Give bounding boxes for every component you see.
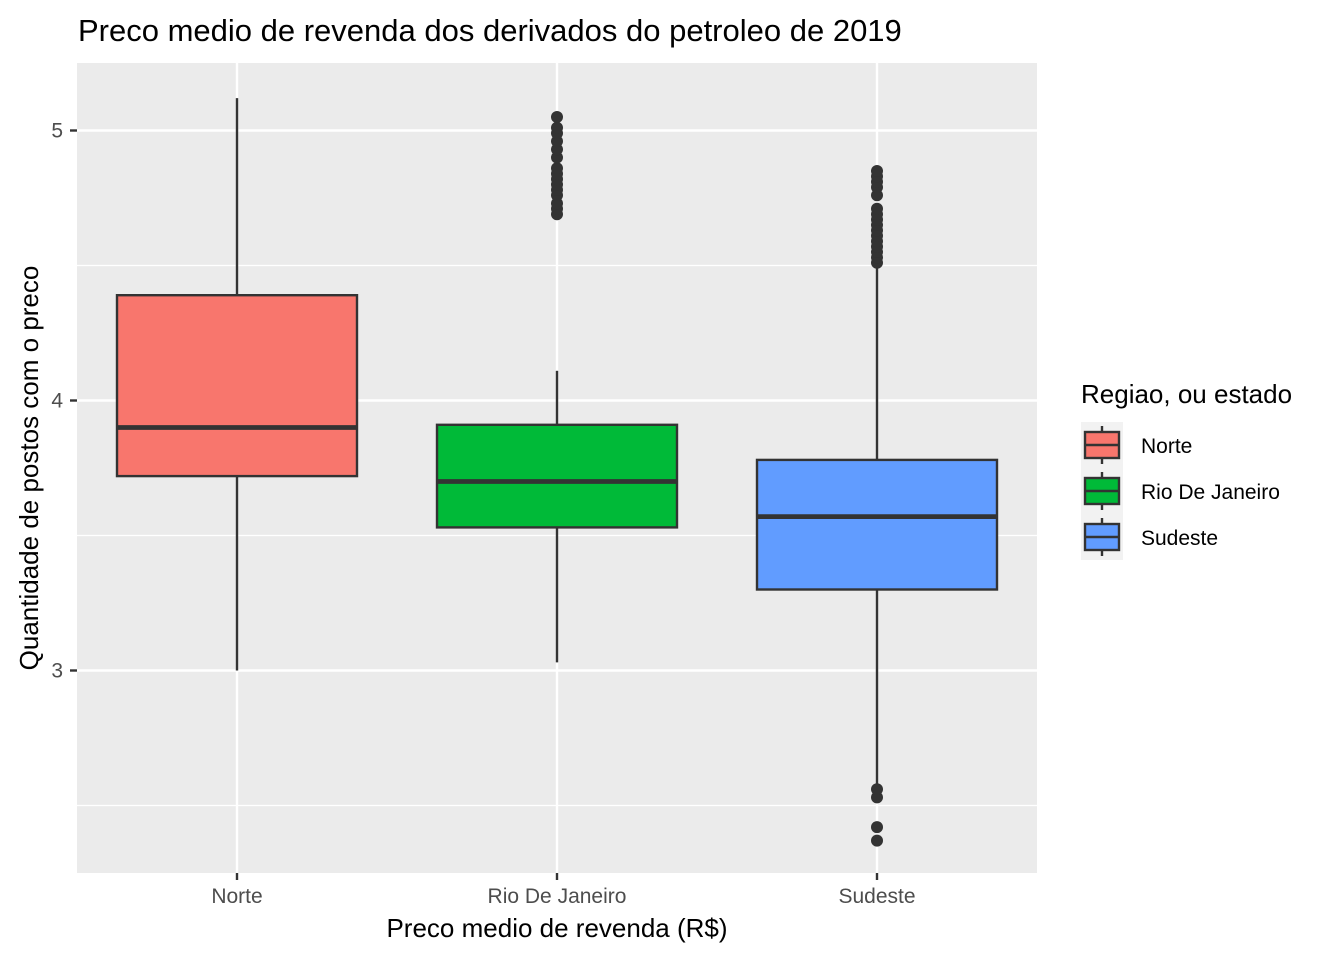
legend-label: Sudeste	[1141, 527, 1218, 550]
x-tick-label: Rio De Janeiro	[488, 885, 627, 908]
box-norte	[115, 98, 359, 671]
box-sudeste	[755, 165, 999, 847]
x-tick-label: Sudeste	[838, 885, 915, 908]
chart-title: Preco medio de revenda dos derivados do …	[78, 13, 902, 48]
outlier-point	[871, 165, 883, 177]
box-iqr	[115, 294, 359, 478]
legend-label: Norte	[1141, 435, 1192, 458]
outlier-point	[871, 834, 883, 847]
x-axis-title: Preco medio de revenda (R$)	[386, 913, 727, 943]
y-axis-title: Quantidade de postos com o preco	[14, 266, 44, 671]
legend-item: Rio De Janeiro	[1083, 472, 1280, 510]
box-iqr	[755, 458, 999, 591]
legend-item: Norte	[1083, 426, 1192, 464]
outlier-point	[871, 202, 883, 215]
legend-item: Sudeste	[1083, 518, 1218, 556]
box-rio-de-janeiro	[435, 111, 679, 663]
outlier-point	[871, 783, 883, 796]
y-tick-label: 4	[51, 390, 63, 413]
x-axis: Norte Rio De Janeiro Sudeste	[211, 873, 916, 908]
y-tick-label: 3	[51, 660, 63, 683]
outlier-point	[551, 121, 563, 134]
y-axis: 3 4 5	[51, 120, 77, 683]
legend-label: Rio De Janeiro	[1141, 481, 1280, 504]
box-iqr	[435, 423, 679, 529]
legend-title: Regiao, ou estado	[1081, 379, 1292, 409]
outlier-point	[551, 162, 563, 175]
x-tick-label: Norte	[211, 885, 262, 908]
boxplot-series	[115, 98, 999, 847]
outlier-point	[871, 821, 883, 834]
y-tick-label: 5	[51, 120, 63, 143]
outlier-point	[551, 111, 563, 123]
legend: Regiao, ou estado Norte Rio De Janeiro Sud…	[1081, 379, 1292, 560]
